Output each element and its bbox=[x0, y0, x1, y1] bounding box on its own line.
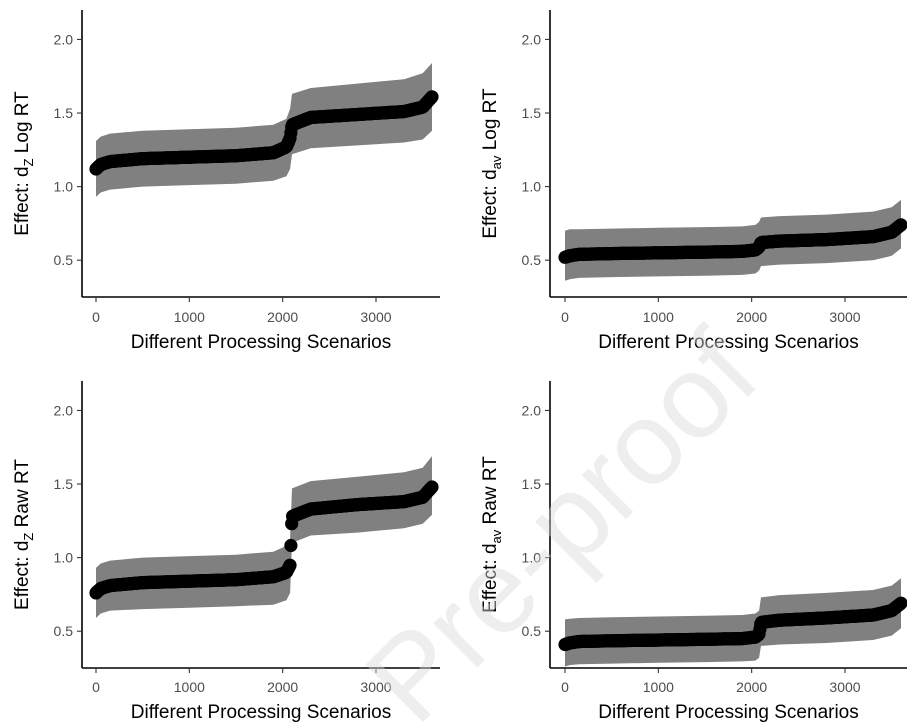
x-axis-title: Different Processing Scenarios bbox=[598, 702, 859, 723]
y-tick-label: 2.0 bbox=[54, 31, 74, 47]
y-tick-label: 1.5 bbox=[54, 105, 74, 121]
ci-band bbox=[96, 63, 432, 197]
panel-bottom-left: 0.5 1.0 1.5 2.0 0 1000 2000 3000 Different Proce… bbox=[12, 381, 440, 723]
x-tick-label: 2000 bbox=[267, 679, 298, 695]
y-tick-label: 0.5 bbox=[522, 252, 542, 268]
x-tick-label: 1000 bbox=[174, 309, 205, 325]
y-tick-label: 2.0 bbox=[522, 402, 542, 418]
y-tick-label: 1.0 bbox=[522, 179, 542, 195]
data-point bbox=[425, 480, 439, 494]
y-tick-label: 2.0 bbox=[54, 402, 74, 418]
x-tick-label: 1000 bbox=[643, 679, 674, 695]
ci-band bbox=[96, 456, 432, 618]
data-point bbox=[894, 218, 907, 232]
y-axis-title: Effect: dav Log RT bbox=[480, 88, 504, 239]
y-axis-title: Effect: dZ Log RT bbox=[12, 91, 36, 236]
x-tick-label: 3000 bbox=[360, 679, 391, 695]
x-axis-title: Different Processing Scenarios bbox=[598, 332, 859, 353]
x-axis-title: Different Processing Scenarios bbox=[131, 332, 392, 353]
x-tick-label: 0 bbox=[561, 309, 569, 325]
y-tick-label: 1.0 bbox=[522, 550, 542, 566]
x-tick-label: 3000 bbox=[829, 309, 860, 325]
y-axis-title: Effect: dZ Raw RT bbox=[12, 459, 36, 610]
data-point bbox=[284, 538, 298, 553]
y-tick-label: 0.5 bbox=[522, 623, 542, 639]
panel-bottom-right: 0.5 1.0 1.5 2.0 0 1000 2000 3000 Different Proce… bbox=[480, 381, 907, 723]
x-tick-label: 3000 bbox=[829, 679, 860, 695]
y-tick-label: 1.0 bbox=[54, 179, 74, 195]
panel-top-left: 0.5 1.0 1.5 2.0 0 1000 2000 3000 Different Proce… bbox=[12, 10, 440, 353]
data-point bbox=[894, 596, 907, 610]
data-point bbox=[283, 558, 297, 572]
y-tick-label: 2.0 bbox=[522, 31, 542, 47]
y-tick-label: 1.0 bbox=[54, 550, 74, 566]
x-tick-label: 0 bbox=[561, 679, 569, 695]
y-axis-title: Effect: dav Raw RT bbox=[480, 456, 504, 613]
y-tick-label: 1.5 bbox=[522, 105, 542, 121]
ci-band bbox=[565, 199, 901, 281]
x-axis-title: Different Processing Scenarios bbox=[131, 702, 392, 723]
data-point bbox=[425, 90, 439, 104]
x-tick-label: 0 bbox=[92, 679, 100, 695]
x-tick-label: 2000 bbox=[736, 679, 767, 695]
y-tick-label: 0.5 bbox=[54, 623, 74, 639]
y-tick-label: 0.5 bbox=[54, 252, 74, 268]
chart-panels: 0.5 1.0 1.5 2.0 0 1000 2000 3000 Different Proce… bbox=[12, 10, 907, 723]
x-tick-label: 1000 bbox=[174, 679, 205, 695]
y-tick-label: 1.5 bbox=[522, 476, 542, 492]
x-tick-label: 3000 bbox=[360, 309, 391, 325]
panel-top-right: 0.5 1.0 1.5 2.0 0 1000 2000 3000 Different Proce… bbox=[480, 10, 907, 353]
x-tick-label: 1000 bbox=[643, 309, 674, 325]
x-tick-label: 0 bbox=[92, 309, 100, 325]
x-tick-label: 2000 bbox=[736, 309, 767, 325]
x-tick-label: 2000 bbox=[267, 309, 298, 325]
y-tick-label: 1.5 bbox=[54, 476, 74, 492]
